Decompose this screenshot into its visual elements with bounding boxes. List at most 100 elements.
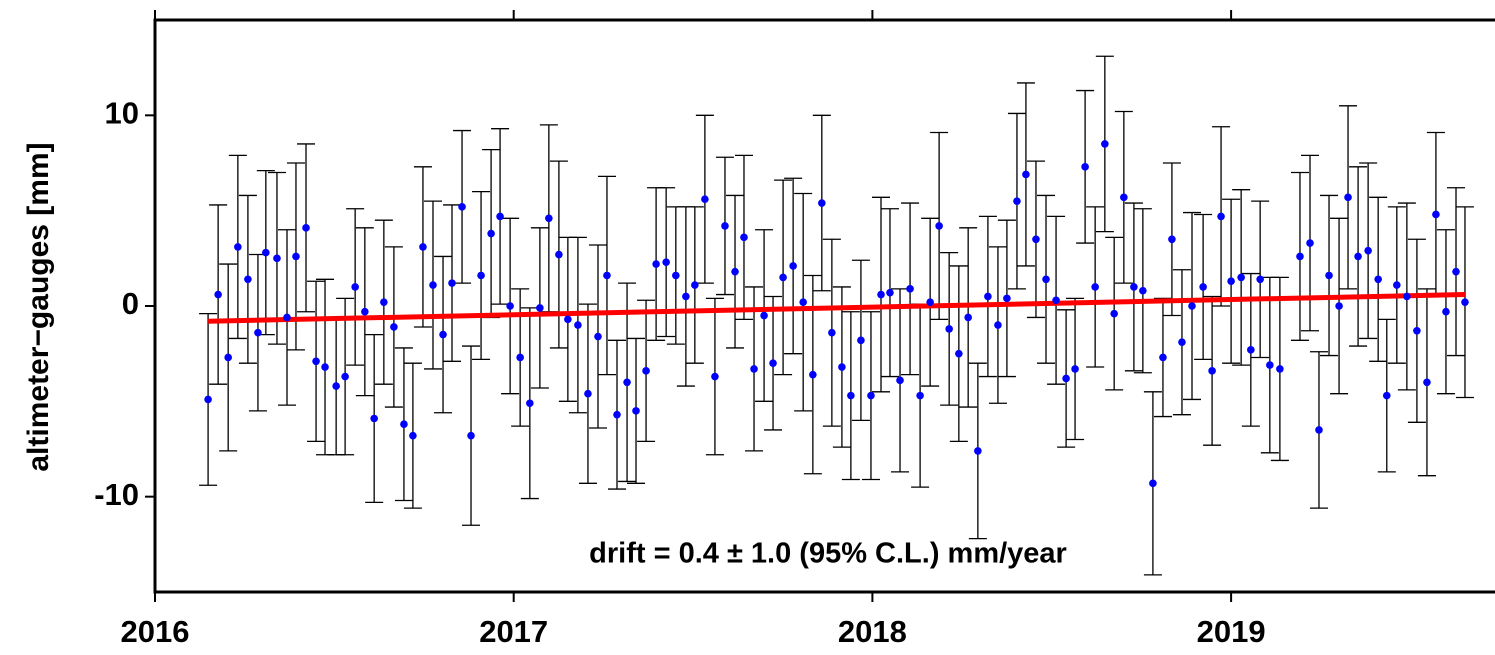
data-point [906,285,914,293]
data-point [691,281,699,289]
data-point [1382,391,1391,400]
data-point [613,410,621,419]
data-point [262,248,270,257]
data-point [603,271,611,280]
data-point [662,258,670,266]
data-point [994,321,1002,329]
data-point [1393,281,1401,289]
data-point [400,420,408,429]
data-point [1296,252,1304,261]
data-point [964,313,972,322]
data-point [439,330,447,339]
data-point [1188,302,1196,310]
data-point [1101,140,1109,148]
data-point [496,212,504,221]
data-point [302,224,310,232]
data-point [458,203,466,211]
data-point [574,321,582,329]
data-point [1022,170,1030,179]
data-point [984,292,992,301]
data-point [487,229,495,238]
x-tick-label: 2018 [838,614,907,649]
data-point [448,279,456,287]
data-point [1423,378,1431,387]
data-point [292,252,300,261]
data-point [1032,235,1040,244]
data-point [652,260,660,268]
data-point [1013,197,1021,205]
data-point [1168,235,1176,244]
data-point [1335,302,1343,310]
data-point [1149,479,1157,488]
data-point [838,363,846,371]
data-point [1130,283,1138,291]
data-point [545,214,553,223]
data-point [224,353,232,362]
data-point [516,353,524,362]
y-tick-label: 10 [105,96,139,131]
data-point [477,271,485,280]
data-point [760,311,768,320]
data-point [935,222,943,230]
data-point [877,290,885,299]
trend-line [208,292,1466,324]
data-point [536,304,544,312]
data-point [1081,163,1089,171]
data-point [1364,246,1372,255]
data-point [818,199,826,207]
plot-area [199,55,1474,576]
data-point [419,243,427,251]
data-point [321,363,329,371]
data-point [1374,275,1382,284]
data-point [1071,365,1079,373]
data-point [1062,374,1070,383]
data-point [1120,193,1128,202]
data-point [711,372,719,381]
data-point [750,365,758,373]
data-point [409,431,417,440]
y-tick-label: 0 [122,286,139,321]
data-point [234,243,242,251]
data-point [1217,212,1225,221]
data-point [555,250,563,259]
data-point [682,292,690,301]
data-point [584,389,592,398]
data-point [701,195,709,204]
data-point [896,376,904,385]
data-point [731,267,739,276]
data-point [672,271,680,280]
data-point [886,288,894,297]
data-point [564,315,572,324]
data-point [857,336,865,345]
data-point [1442,307,1450,316]
data-point [945,325,953,333]
data-point [1139,286,1147,295]
data-point [1344,193,1352,202]
data-point [955,349,963,358]
data-point [1413,326,1421,335]
data-point [1461,298,1469,306]
data-point [1452,267,1460,276]
data-point [1091,283,1099,291]
data-point [789,262,797,270]
data-point [1256,275,1264,284]
data-point [867,391,875,400]
x-tick-label: 2016 [121,614,190,649]
data-point [312,357,320,366]
data-point [506,302,514,310]
data-point [828,328,836,337]
data-point [380,298,388,306]
data-point [1110,309,1118,318]
data-point [273,254,281,263]
annotation: drift = 0.4 ± 1.0 (95% C.L.) mm/year [589,538,1067,570]
data-point [283,313,291,322]
data-point [1052,296,1060,305]
data-point [429,281,437,289]
data-point [214,290,222,299]
data-point [1403,292,1411,301]
data-point [779,273,787,282]
data-point [1306,239,1314,247]
data-point [1237,273,1245,282]
